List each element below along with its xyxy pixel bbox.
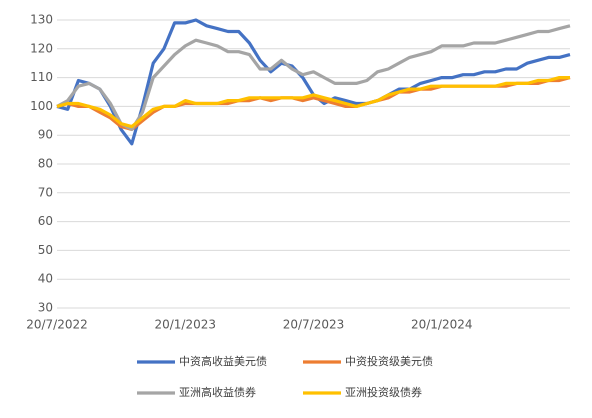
y-tick-label: 50 <box>38 243 53 257</box>
series-line <box>56 76 570 129</box>
y-tick-label: 80 <box>38 157 53 171</box>
y-tick-label: 100 <box>30 99 53 113</box>
legend-label: 亚洲高收益债券 <box>179 385 256 399</box>
legend-label: 中资高收益美元债 <box>179 354 267 368</box>
y-tick-label: 40 <box>38 272 53 286</box>
y-tick-label: 130 <box>30 13 53 27</box>
x-tick-label: 20/1/2024 <box>411 318 473 332</box>
y-tick-label: 120 <box>30 41 53 55</box>
y-tick-label: 90 <box>38 128 53 142</box>
y-tick-label: 60 <box>38 214 53 228</box>
series-line <box>56 24 571 131</box>
y-tick-label: 110 <box>30 70 53 84</box>
x-tick-label: 20/7/2023 <box>283 318 345 332</box>
y-tick-label: 70 <box>38 185 53 199</box>
legend-label: 亚洲投资级债券 <box>345 385 422 399</box>
x-tick-label: 20/7/2022 <box>26 318 88 332</box>
y-tick-label: 30 <box>38 301 53 315</box>
x-tick-label: 20/1/2023 <box>154 318 216 332</box>
legend-label: 中资投资级美元债 <box>345 354 433 368</box>
